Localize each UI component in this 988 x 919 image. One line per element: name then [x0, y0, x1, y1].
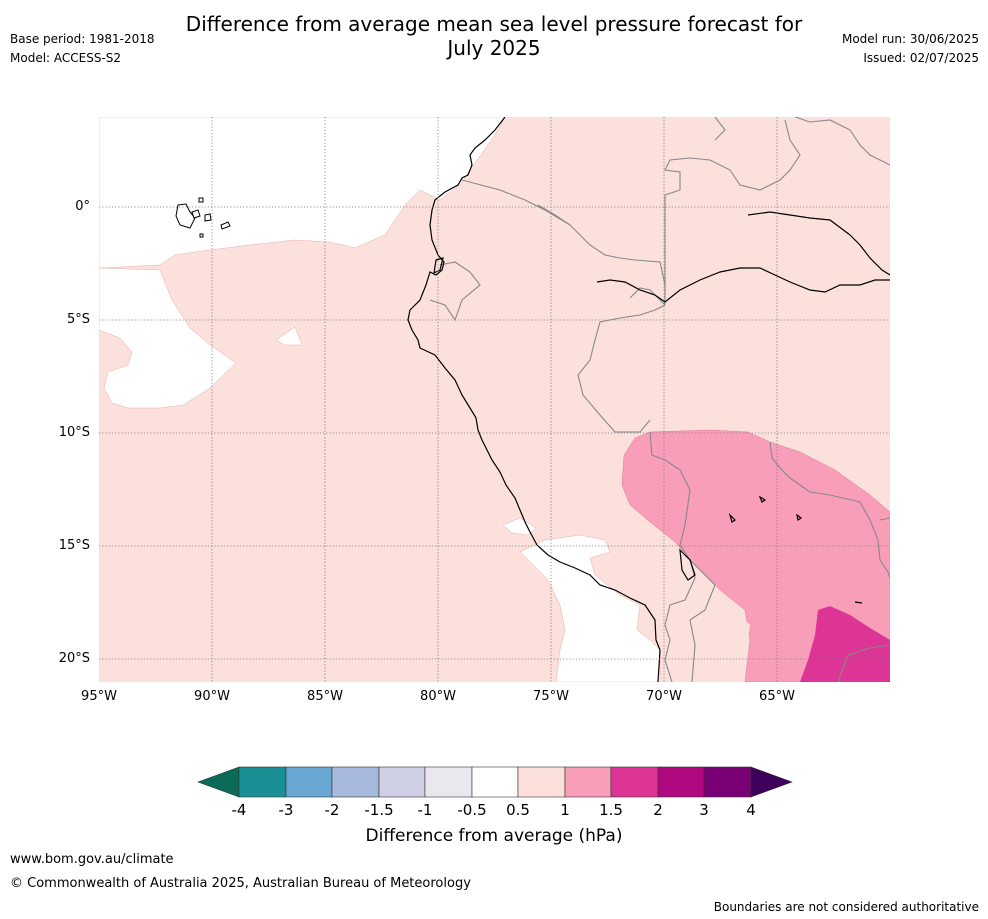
- neutral-region-small: [502, 517, 537, 536]
- graticule: [99, 117, 890, 682]
- colorbar-extend-high: [750, 766, 793, 798]
- colorbar-bin-4: [378, 766, 426, 798]
- anomaly-1-1.5-hole: [725, 613, 750, 642]
- base-period: Base period: 1981-2018: [10, 32, 155, 46]
- colorbar-bin-2: [285, 766, 333, 798]
- lat-label-15s: 15°S: [58, 538, 90, 553]
- lat-label-10s: 10°S: [58, 425, 90, 440]
- map-title-line1: Difference from average mean sea level p…: [185, 12, 803, 36]
- model-run: Model run: 30/06/2025: [841, 32, 979, 46]
- lon-label-80w: 80°W: [420, 689, 456, 704]
- cb-tick-2: 2: [653, 801, 663, 819]
- model-name: Model: ACCESS-S2: [10, 51, 122, 65]
- colorbar-bin-5: [424, 766, 473, 798]
- cb-tick-1: 1: [560, 801, 570, 819]
- lat-label-5s: 5°S: [66, 312, 90, 327]
- colorbar-title: Difference from average (hPa): [365, 826, 623, 846]
- neutral-region-north: [99, 117, 506, 269]
- lon-label-65w: 65°W: [759, 689, 795, 704]
- cb-tick-m3: -3: [278, 801, 294, 819]
- galapagos-islands: [175, 197, 231, 238]
- issued-date: Issued: 02/07/2025: [863, 51, 979, 65]
- cb-tick-1.5: 1.5: [599, 801, 623, 819]
- colorbar-bin-8: [564, 766, 612, 798]
- cb-tick-m0.5: -0.5: [457, 801, 487, 819]
- map-title-line2: July 2025: [447, 36, 541, 60]
- cb-tick-m4: -4: [231, 801, 247, 819]
- neutral-region-west: [99, 267, 237, 409]
- colorbar-bin-11: [703, 766, 752, 798]
- cb-tick-m1: -1: [417, 801, 433, 819]
- lon-label-95w: 95°W: [81, 689, 117, 704]
- meta-right: Model run: 30/06/2025 Issued: 02/07/2025: [842, 32, 979, 70]
- coastline: [407, 117, 890, 682]
- cb-tick-0.5: 0.5: [506, 801, 530, 819]
- meta-left: Base period: 1981-2018 Model: ACCESS-S2: [10, 32, 155, 70]
- disclaimer: Boundaries are not considered authoritat…: [713, 900, 979, 914]
- lon-label-70w: 70°W: [646, 689, 682, 704]
- cb-tick-m1.5: -1.5: [364, 801, 394, 819]
- cb-tick-4: 4: [746, 801, 756, 819]
- website-link[interactable]: www.bom.gov.au/climate: [10, 852, 174, 867]
- colorbar-bin-1: [238, 766, 287, 798]
- map-title: Difference from average mean sea level p…: [0, 12, 988, 60]
- colorbar-bin-7: [517, 766, 566, 798]
- colorbar-bin-9: [610, 766, 659, 798]
- lon-label-90w: 90°W: [194, 689, 230, 704]
- lon-label-75w: 75°W: [533, 689, 569, 704]
- cb-tick-3: 3: [699, 801, 709, 819]
- colorbar: [197, 766, 793, 798]
- colorbar-bin-10: [657, 766, 705, 798]
- lat-label-20s: 20°S: [58, 651, 90, 666]
- neutral-region-islet: [275, 326, 303, 346]
- lat-label-0: 0°: [75, 199, 90, 214]
- lon-label-85w: 85°W: [307, 689, 343, 704]
- colorbar-bin-6: [471, 766, 519, 798]
- neutral-region-south: [519, 534, 661, 682]
- map-area: [99, 117, 890, 682]
- colorbar-extend-low: [197, 766, 240, 798]
- copyright: © Commonwealth of Australia 2025, Austra…: [10, 876, 471, 891]
- cb-tick-m2: -2: [324, 801, 340, 819]
- colorbar-bin-3: [331, 766, 380, 798]
- anomaly-1.5-2-region: [800, 606, 890, 682]
